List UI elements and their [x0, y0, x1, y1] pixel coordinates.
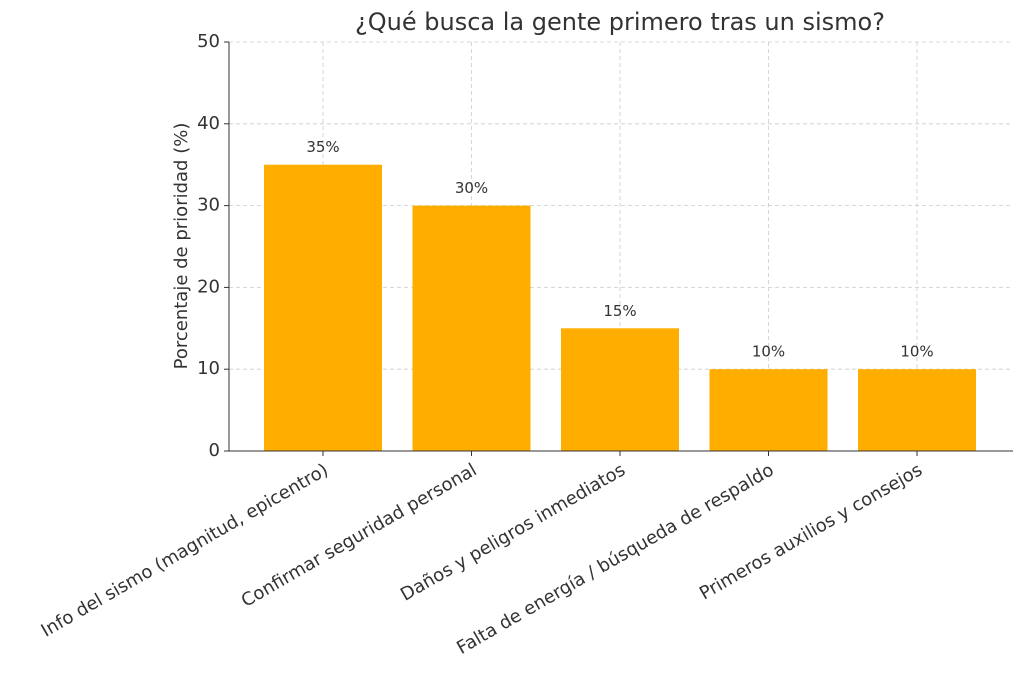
bar [561, 328, 680, 451]
bar [264, 164, 383, 451]
value-label: 10% [752, 343, 785, 361]
bar [858, 369, 977, 451]
value-label: 15% [603, 302, 636, 320]
x-tick-label: Info del sismo (magnitud, epicentro) [38, 459, 332, 641]
y-tick-label: 20 [197, 276, 220, 297]
x-tick-label: Confirmar seguridad personal [238, 459, 481, 611]
chart-title: ¿Qué busca la gente primero tras un sism… [355, 8, 885, 36]
value-label: 10% [900, 343, 933, 361]
y-tick-label: 50 [197, 31, 220, 52]
bar [709, 369, 828, 451]
y-axis-label: Porcentaje de prioridad (%) [171, 123, 192, 370]
y-tick-label: 10 [197, 358, 220, 379]
value-label: 35% [306, 138, 339, 156]
x-tick-label: Falta de energía / búsqueda de respaldo [453, 459, 777, 658]
value-label: 30% [455, 179, 488, 197]
bar [412, 205, 531, 451]
y-tick-label: 0 [209, 440, 220, 461]
y-tick-label: 30 [197, 195, 220, 216]
y-tick-label: 40 [197, 113, 220, 134]
